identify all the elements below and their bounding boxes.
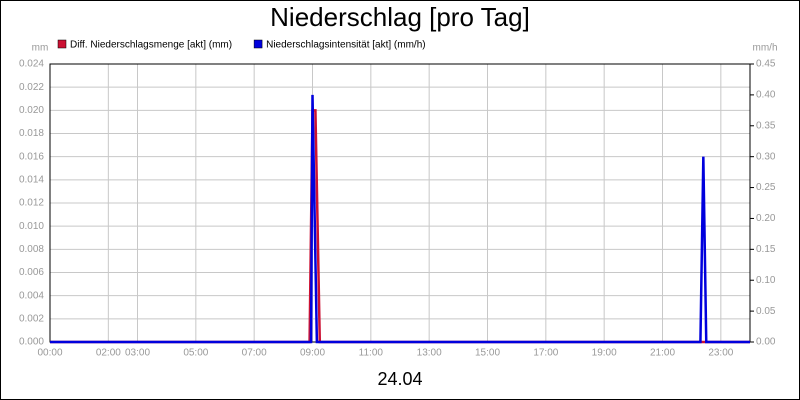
x-tick-label: 13:00: [417, 348, 442, 359]
y-tick-label: 0.024: [19, 59, 44, 70]
y-tick-label: 0.000: [19, 337, 44, 348]
x-tick-label: 07:00: [242, 348, 267, 359]
chart-title: Niederschlag [pro Tag]: [270, 2, 530, 32]
x-tick-label: 19:00: [592, 348, 617, 359]
y-axis-label: mm: [32, 43, 49, 54]
y-tick-label: 0.016: [19, 151, 44, 162]
legend-swatch: [253, 39, 263, 49]
y-tick-label: 0.022: [19, 82, 44, 93]
y-tick-label: 0.014: [19, 174, 44, 185]
y-tick-label: 0.006: [19, 267, 44, 278]
y2-tick-label: 0.40: [756, 90, 776, 101]
y2-tick-label: 0.45: [756, 59, 776, 70]
x-tick-label: 02:00: [96, 348, 121, 359]
x-tick-label: 15:00: [475, 348, 500, 359]
x-tick-label: 11:00: [359, 348, 384, 359]
y-tick-label: 0.008: [19, 244, 44, 255]
y2-tick-label: 0.30: [756, 151, 776, 162]
y2-tick-label: 0.00: [756, 337, 776, 348]
y2-tick-label: 0.05: [756, 306, 776, 317]
legend-label: Diff. Niederschlagsmenge [akt] (mm): [70, 40, 232, 51]
x-tick-label: 05:00: [183, 348, 208, 359]
y2-axis-label: mm/h: [753, 43, 778, 54]
y-tick-label: 0.010: [19, 221, 44, 232]
x-tick-label: 03:00: [125, 348, 150, 359]
y2-tick-label: 0.15: [756, 244, 776, 255]
y2-tick-label: 0.35: [756, 120, 776, 131]
y-tick-label: 0.018: [19, 128, 44, 139]
legend-swatch: [57, 39, 67, 49]
series-line: [50, 94, 750, 344]
y2-tick-label: 0.20: [756, 213, 776, 224]
y2-tick-label: 0.10: [756, 275, 776, 286]
y-tick-label: 0.020: [19, 105, 44, 116]
x-axis-label: 24.04: [377, 369, 422, 389]
x-tick-label: 09:00: [300, 348, 325, 359]
x-tick-label: 17:00: [533, 348, 558, 359]
x-tick-label: 21:00: [650, 348, 675, 359]
y-tick-label: 0.002: [19, 313, 44, 324]
legend-label: Niederschlagsintensität [akt] (mm/h): [266, 40, 426, 51]
y2-tick-label: 0.25: [756, 182, 776, 193]
y-tick-label: 0.004: [19, 290, 44, 301]
y-tick-label: 0.012: [19, 198, 44, 209]
x-tick-label: 00:00: [37, 348, 62, 359]
x-tick-label: 23:00: [708, 348, 733, 359]
